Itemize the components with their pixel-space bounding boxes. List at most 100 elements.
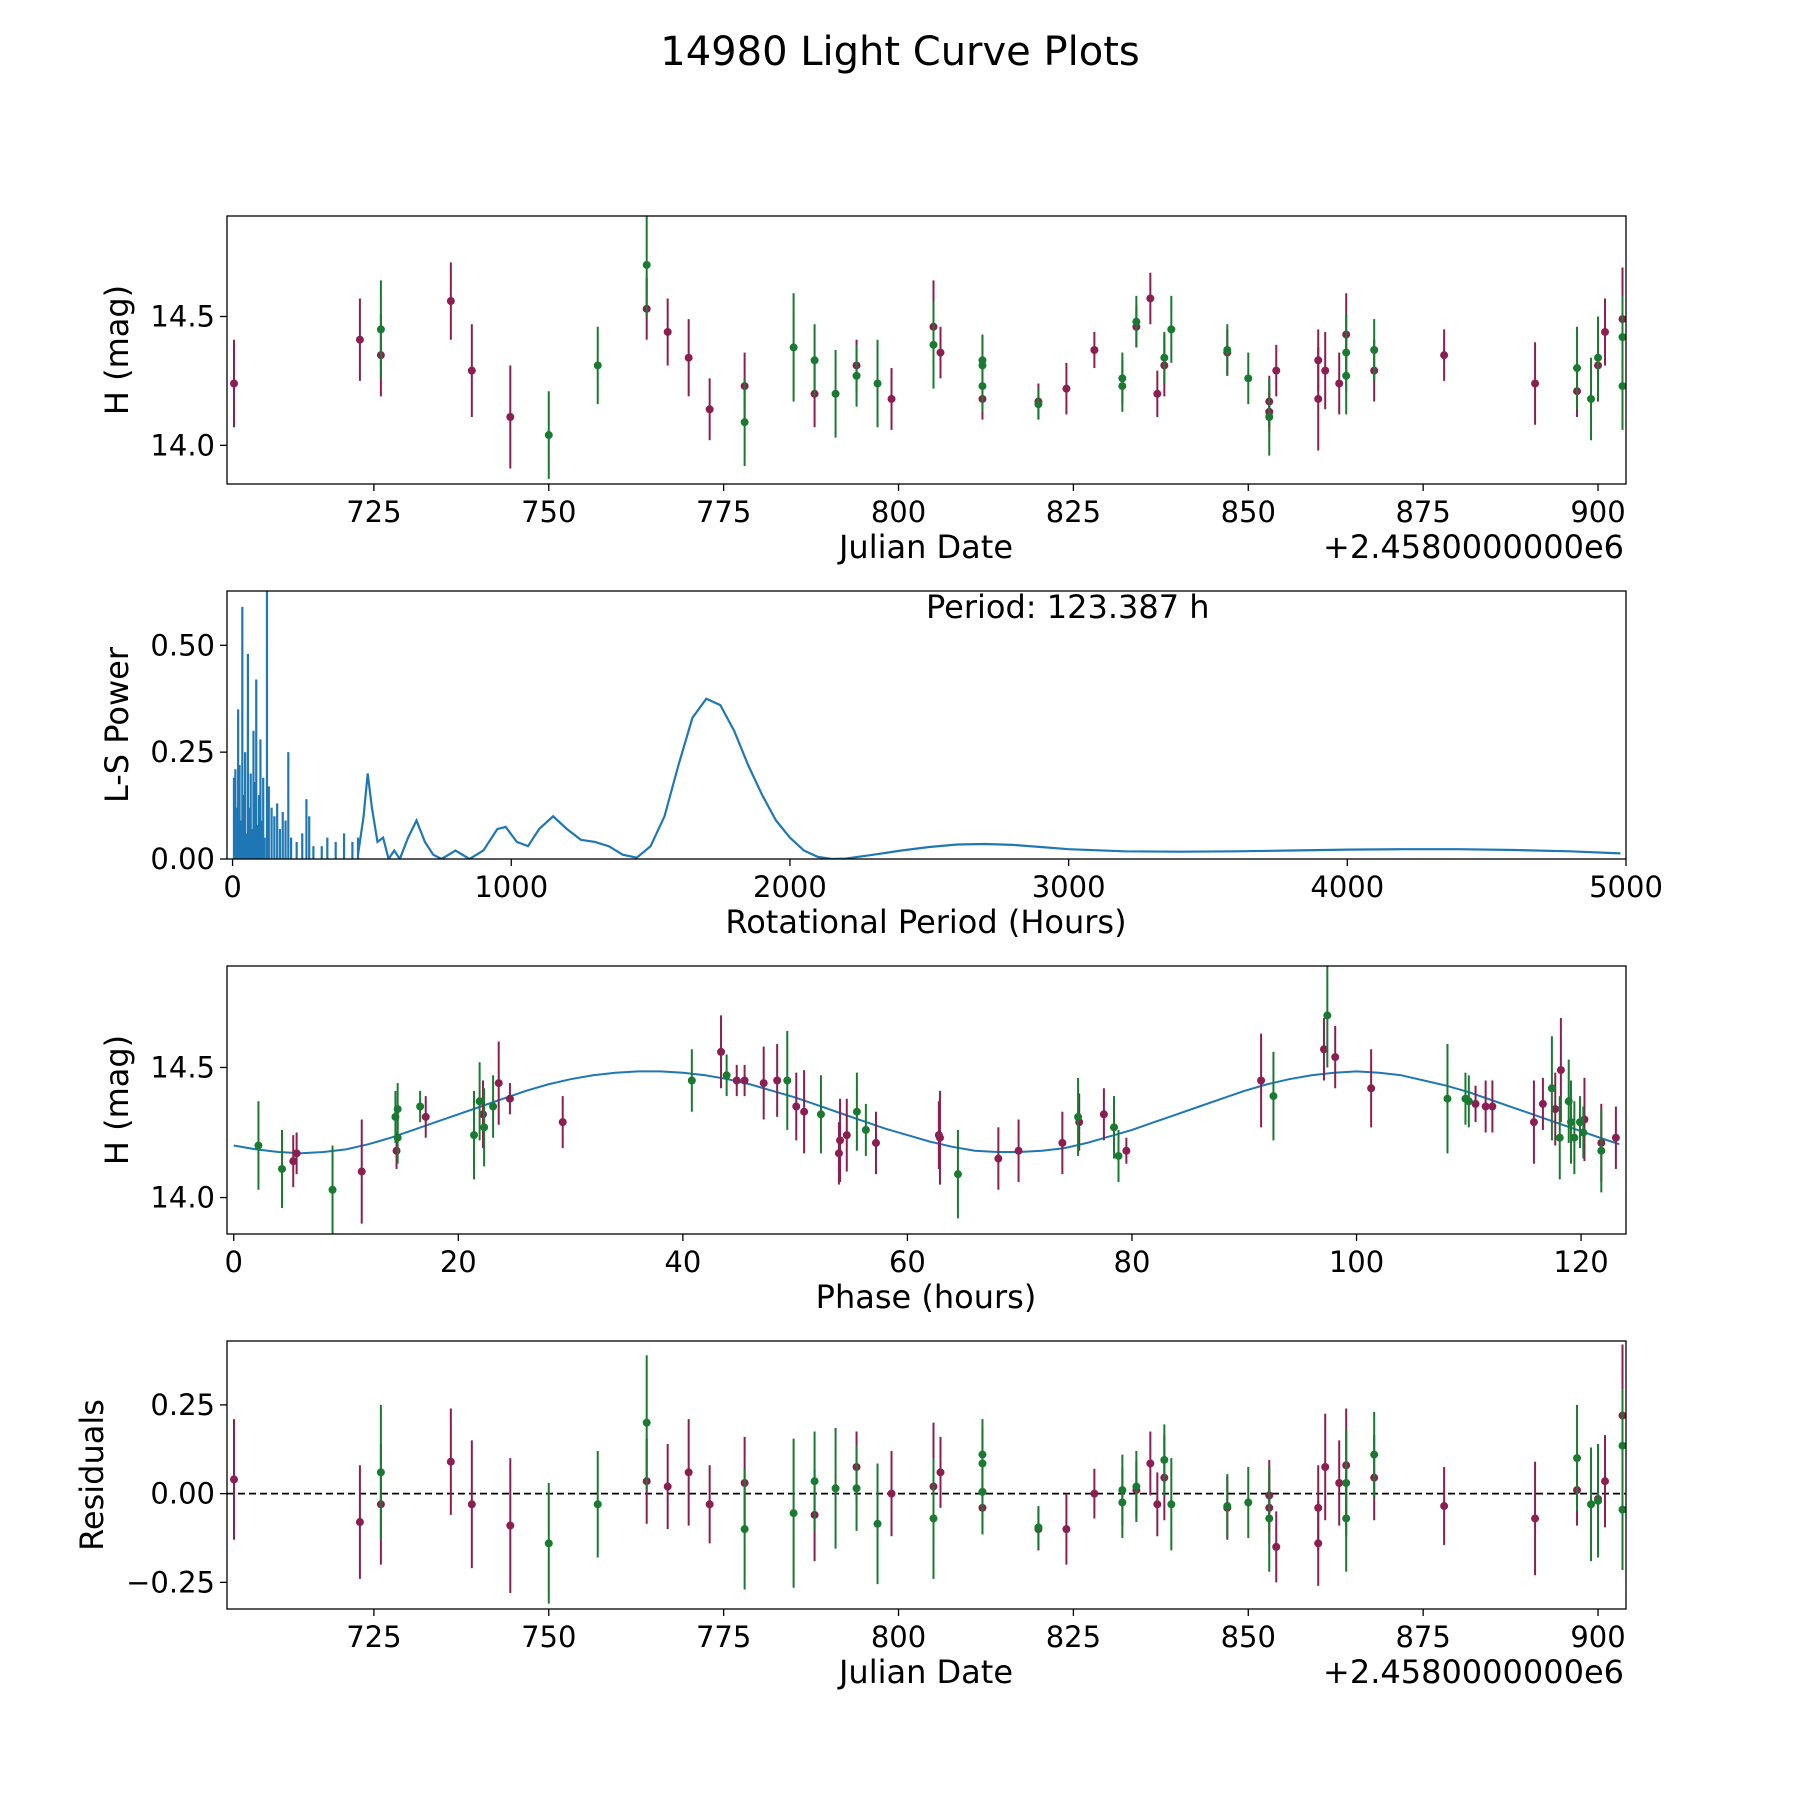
magenta-data-point	[732, 1076, 741, 1085]
x-tick-label: 2000	[753, 870, 827, 904]
green-data-point	[789, 343, 798, 352]
green-data-point	[1370, 346, 1379, 354]
magenta-data-point	[1058, 1138, 1067, 1147]
residuals-frame	[226, 1340, 1627, 1610]
y-tick-label: 14.0	[150, 1181, 215, 1215]
green-data-point	[642, 260, 651, 269]
magenta-data-point	[1272, 366, 1281, 375]
x-tick-label: 100	[1329, 1245, 1384, 1279]
x-tick-label: 0	[225, 1245, 243, 1279]
phased-curve-frame	[226, 965, 1627, 1235]
green-data-point	[1132, 1482, 1141, 1491]
light-curve-plot	[229, 216, 1626, 479]
phased-curve-ylabel: H (mag)	[98, 1035, 136, 1165]
magenta-data-point	[229, 379, 238, 388]
x-tick-label: 875	[1395, 1620, 1450, 1654]
green-data-point	[783, 1076, 792, 1085]
magenta-data-point	[1272, 1542, 1281, 1551]
periodogram-frame	[226, 590, 1627, 860]
magenta-data-point	[1321, 366, 1330, 375]
x-tick-label: 800	[871, 1620, 926, 1654]
light-curve-panel: 725 750 775 800 825 850 875 900 14.0 14.5 Julian …	[98, 215, 1627, 566]
green-data-point	[328, 1185, 337, 1194]
figure-title: 14980 Light Curve Plots	[660, 29, 1139, 75]
magenta-data-point	[1551, 1105, 1560, 1114]
light-curve-offset-label: +2.4580000000e6	[1323, 528, 1624, 566]
green-data-point	[475, 1097, 484, 1106]
magenta-data-point	[1122, 1146, 1131, 1155]
x-tick-label: 775	[696, 495, 751, 529]
magenta-data-point	[558, 1118, 567, 1127]
y-tick-label: 14.5	[150, 1050, 215, 1084]
light-curve-xlabel: Julian Date	[837, 528, 1013, 566]
green-data-point	[740, 418, 749, 427]
magenta-data-point	[446, 1457, 455, 1466]
green-data-point	[1342, 371, 1351, 380]
magenta-data-point	[1153, 389, 1162, 398]
green-data-point	[1547, 1084, 1556, 1093]
magenta-data-point	[684, 1468, 693, 1477]
magenta-data-point	[1062, 384, 1071, 393]
green-data-point	[376, 1468, 385, 1477]
plot-area	[229, 216, 1626, 479]
green-data-point	[1244, 374, 1253, 383]
magenta-data-point	[505, 1094, 514, 1103]
green-data-point	[278, 1164, 287, 1173]
magenta-data-point	[1556, 1066, 1565, 1075]
green-data-point	[1118, 1486, 1127, 1495]
magenta-data-point	[1062, 1525, 1071, 1534]
magenta-data-point	[506, 413, 515, 421]
green-data-point	[810, 1477, 819, 1486]
green-data-point	[861, 1125, 870, 1134]
plot-area	[232, 591, 1621, 859]
green-data-point	[489, 1102, 498, 1111]
green-data-point	[873, 379, 882, 388]
green-data-point	[1269, 1092, 1278, 1101]
magenta-data-point	[1367, 1084, 1376, 1093]
green-data-point	[1555, 1133, 1564, 1142]
green-data-point	[1244, 1498, 1253, 1507]
magenta-data-point	[887, 1489, 896, 1498]
magenta-data-point	[1090, 1489, 1099, 1498]
x-tick-label: 60	[889, 1245, 926, 1279]
plot-area	[233, 966, 1620, 1234]
green-data-point	[1118, 382, 1127, 391]
green-data-point	[1464, 1097, 1473, 1106]
magenta-data-point	[467, 366, 476, 375]
magenta-data-point	[355, 1518, 364, 1527]
magenta-data-point	[1611, 1133, 1620, 1142]
x-tick-label: 800	[871, 495, 926, 529]
green-data-point	[1618, 1505, 1626, 1514]
magenta-data-point	[1335, 1478, 1344, 1487]
magenta-data-point	[1153, 1500, 1162, 1509]
green-data-point	[1110, 1123, 1119, 1132]
magenta-data-point	[229, 1475, 238, 1484]
phased-curve-ticks: 0 20 40 60 80 100 120 14.0 14.5	[150, 1050, 1608, 1279]
magenta-data-point	[1331, 1053, 1340, 1062]
residuals-ylabel: Residuals	[73, 1399, 111, 1551]
x-tick-label: 5000	[1589, 870, 1663, 904]
green-data-point	[722, 1071, 731, 1080]
magenta-data-point	[1257, 1076, 1266, 1085]
green-data-point	[852, 1484, 861, 1493]
magenta-data-point	[773, 1076, 782, 1085]
green-data-point	[852, 1107, 861, 1116]
green-data-point	[642, 1418, 651, 1427]
x-tick-label: 825	[1046, 1620, 1101, 1654]
magenta-data-point	[1335, 379, 1344, 388]
magenta-data-point	[1090, 346, 1099, 354]
green-data-point	[480, 1123, 489, 1132]
green-data-point	[1132, 317, 1141, 326]
x-tick-label: 40	[664, 1245, 701, 1279]
green-data-point	[254, 1141, 263, 1150]
magenta-data-point	[717, 1047, 726, 1056]
green-data-point	[544, 431, 553, 440]
magenta-data-point	[936, 348, 945, 357]
green-data-point	[929, 1514, 938, 1523]
x-tick-label: 20	[440, 1245, 477, 1279]
magenta-data-point	[994, 1154, 1003, 1163]
green-data-point	[789, 1509, 798, 1518]
green-data-point	[1573, 364, 1582, 373]
magenta-data-point	[684, 353, 693, 362]
